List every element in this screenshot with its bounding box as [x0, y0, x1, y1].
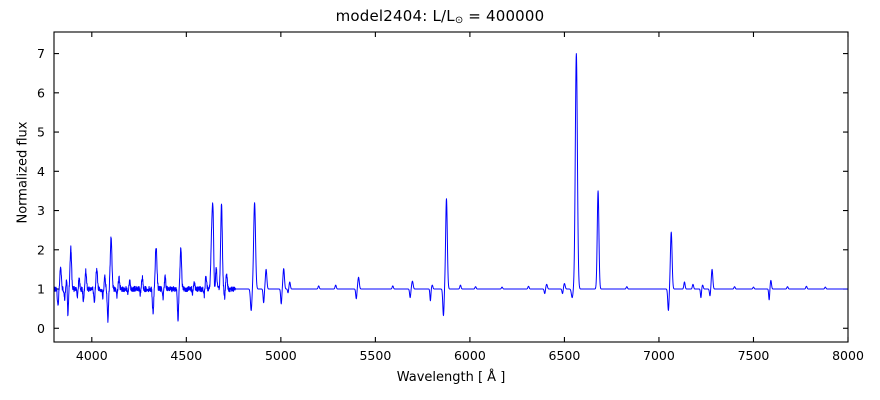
y-tick-label: 1 — [37, 282, 45, 297]
x-tick-label: 6500 — [549, 348, 581, 363]
x-tick-label: 7000 — [643, 348, 675, 363]
title-suffix: = 400000 — [463, 7, 545, 25]
x-axis-label: Wavelength [ Å ] — [396, 370, 506, 385]
y-tick-label: 7 — [37, 46, 45, 61]
axis-ticks: 4000 4500 5000 5500 6000 6500 7000 7500 8000 0 1 2 3… — [37, 32, 864, 363]
y-tick-label: 0 — [37, 321, 45, 336]
x-tick-label: 4500 — [170, 348, 202, 363]
x-tick-label: 4000 — [76, 348, 108, 363]
title-prefix: model2404: L/L — [335, 7, 455, 25]
x-tick-label: 5500 — [359, 348, 391, 363]
y-tick-label: 3 — [37, 203, 45, 218]
axes-frame — [53, 31, 849, 343]
y-tick-label: 6 — [37, 85, 45, 100]
y-tick-label: 4 — [37, 164, 45, 179]
x-tick-label: 8000 — [832, 348, 864, 363]
page-title: model2404: L/L⊙ = 400000 — [0, 7, 880, 26]
y-tick-label: 5 — [37, 125, 45, 140]
x-tick-label: 5000 — [265, 348, 297, 363]
x-tick-label: 6000 — [454, 348, 486, 363]
spectrum-line — [54, 53, 848, 323]
y-tick-label: 2 — [37, 242, 45, 257]
spectrum-series — [54, 53, 848, 323]
solar-symbol-icon: ⊙ — [454, 15, 464, 27]
x-tick-label: 7500 — [738, 348, 770, 363]
